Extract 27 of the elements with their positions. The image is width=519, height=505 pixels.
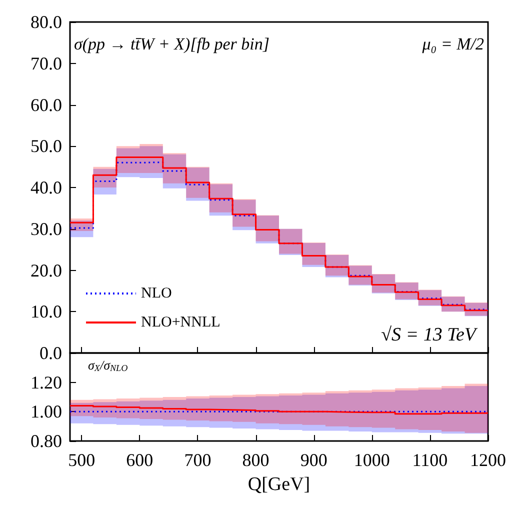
x-tick-label: 500 <box>68 450 96 470</box>
x-tick-label: 700 <box>184 450 212 470</box>
y-tick-label: 30.0 <box>30 218 62 239</box>
y-tick-label: 40.0 <box>30 178 62 198</box>
annotation: σ(pp → tt̄W + X)[fb per bin] <box>74 34 270 54</box>
y-tick-label: 0.80 <box>30 431 62 451</box>
y-tick-label: 1.00 <box>30 402 62 422</box>
x-tick-label: 600 <box>126 450 154 470</box>
x-tick-label: 1000 <box>354 450 390 470</box>
y-tick-label: 80.0 <box>30 12 62 32</box>
annotation: σX/σNLO <box>88 358 128 373</box>
y-tick-label: 0.0 <box>40 343 62 363</box>
y-tick-label: 50.0 <box>30 136 62 156</box>
legend-label: NLO+NNLL <box>141 314 220 330</box>
x-tick-label: 800 <box>242 450 270 470</box>
y-tick-label: 1.20 <box>30 372 62 392</box>
x-tick-label: 900 <box>300 450 328 470</box>
y-tick-label: 70.0 <box>30 53 62 74</box>
y-tick-label: 10.0 <box>30 302 62 322</box>
annotation: √S = 13 TeV <box>381 324 478 346</box>
y-tick-label: 60.0 <box>30 94 62 115</box>
x-tick-label: 1100 <box>412 450 448 470</box>
x-tick-label: 1200 <box>470 450 506 470</box>
legend-label: NLO <box>141 286 172 302</box>
y-tick-label: 20.0 <box>30 260 62 280</box>
annotation: μ₀ = M/2 <box>421 34 484 54</box>
x-axis-title: Q[GeV] <box>248 474 310 495</box>
